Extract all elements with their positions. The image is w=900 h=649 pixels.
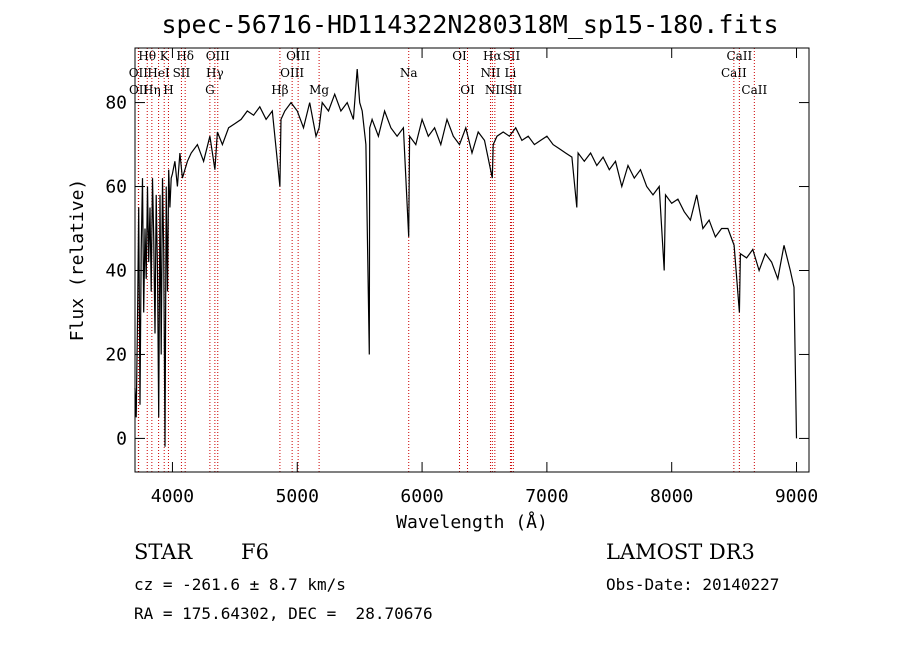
line-marker-label-2: Hθ: [138, 49, 156, 63]
observation-date: Obs-Date: 20140227: [606, 575, 780, 594]
line-marker-label-8: Hδ: [176, 49, 194, 63]
line-marker-label-11: OIII: [206, 49, 230, 63]
x-tick-label-3: 7000: [525, 486, 568, 507]
line-marker-label-1: OII: [129, 83, 149, 97]
y-tick-label-3: 60: [105, 177, 127, 198]
chart-title: spec-56716-HD114322N280318M_sp15-180.fit…: [161, 10, 778, 39]
ra-dec-coordinates: RA = 175.64302, DEC = 28.70676: [134, 604, 433, 623]
axis-ticks: 4000 5000 6000 7000 8000 9000 0 20 40 60 80: [105, 48, 818, 507]
line-marker-label-15: Mg: [309, 83, 329, 97]
y-tick-label-4: 80: [105, 93, 127, 114]
x-tick-label-2: 6000: [400, 486, 443, 507]
x-tick-label-0: 4000: [151, 486, 194, 507]
line-marker-label-4: HeI: [147, 66, 170, 80]
line-marker-label-16: Na: [400, 66, 418, 80]
x-tick-label-5: 9000: [775, 486, 818, 507]
redshift-cz: cz = -261.6 ± 8.7 km/s: [134, 575, 346, 594]
spectrum-series: [134, 68, 798, 447]
line-marker-label-10: Hγ: [206, 66, 224, 80]
line-marker-label-27: CaII: [741, 83, 767, 97]
line-marker-label-20: Hα: [483, 49, 502, 63]
survey-name: LAMOST DR3: [606, 540, 755, 564]
line-marker-label-18: OI: [460, 83, 475, 97]
spectrum-line-0: [134, 68, 798, 447]
line-markers: OIIOIIHθHηHeIKHSIIHδGHγOIIIHβOIIIOIIIMgN…: [129, 48, 767, 472]
object-subclass: F6: [241, 540, 269, 564]
line-marker-label-24: SII: [504, 83, 522, 97]
y-tick-label-1: 20: [105, 344, 127, 365]
line-marker-label-14: OIII: [286, 49, 310, 63]
line-marker-label-12: Hβ: [271, 83, 288, 97]
line-marker-label-17: OI: [452, 49, 467, 63]
line-marker-label-22: SII: [503, 49, 521, 63]
object-class: STAR: [134, 540, 193, 564]
line-marker-label-26: CaII: [726, 49, 752, 63]
line-marker-label-13: OIII: [280, 66, 304, 80]
x-tick-label-1: 5000: [276, 486, 319, 507]
y-tick-label-2: 40: [105, 260, 127, 281]
line-marker-label-6: H: [163, 83, 173, 97]
y-tick-label-0: 0: [116, 428, 127, 449]
line-marker-label-19: NII: [480, 66, 500, 80]
line-marker-label-5: K: [160, 49, 170, 63]
x-axis-label: Wavelength (Å): [396, 511, 548, 533]
line-marker-label-9: G: [205, 83, 215, 97]
line-marker-label-3: Hη: [143, 83, 161, 97]
plot-frame: [134, 47, 810, 473]
y-axis-label: Flux (relative): [67, 179, 88, 342]
line-marker-label-23: Li: [505, 66, 517, 80]
line-marker-label-21: NII: [485, 83, 505, 97]
x-tick-label-4: 8000: [650, 486, 693, 507]
line-marker-label-25: CaII: [721, 66, 747, 80]
line-marker-label-7: SII: [173, 66, 191, 80]
